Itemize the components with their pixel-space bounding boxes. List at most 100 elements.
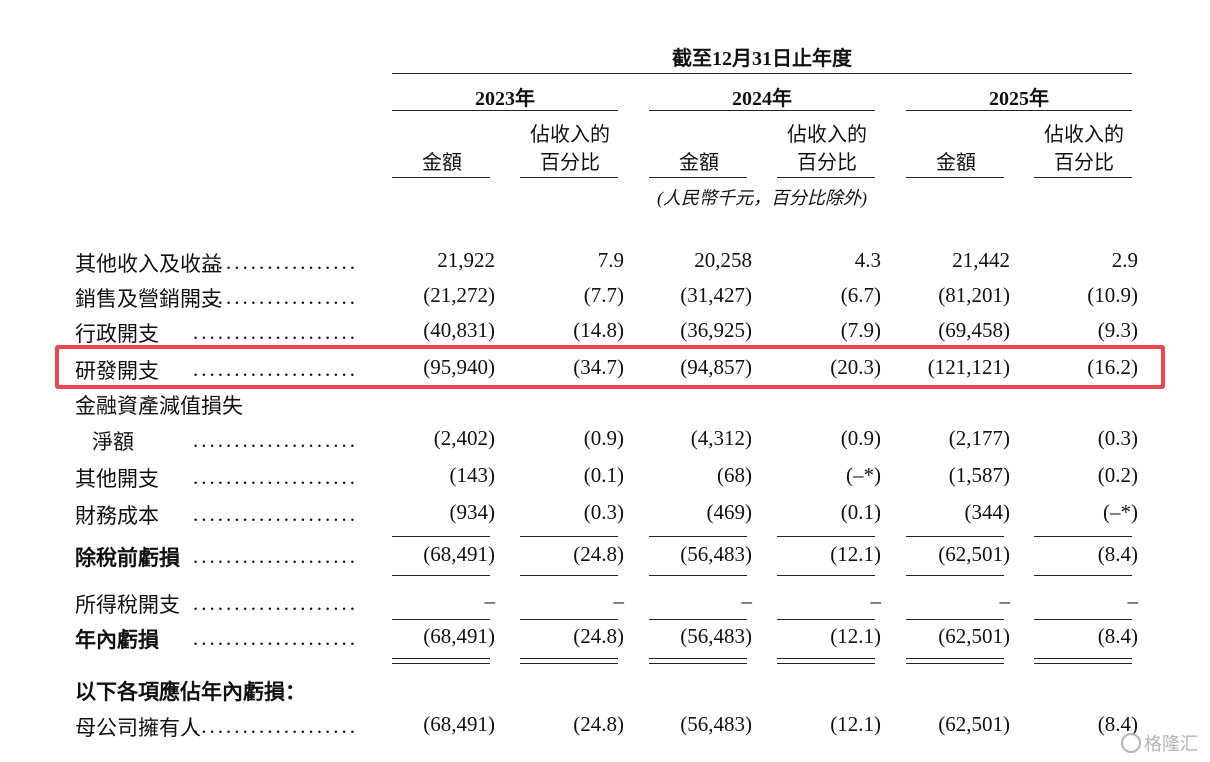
cell-loss-before-tax-2024-pct: (12.1) (830, 542, 881, 566)
cell-loss-before-tax-2025-amount: (62,501) (938, 542, 1010, 566)
watermark-logo-icon (1121, 733, 1141, 753)
cell-admin-expenses-2023-pct: (14.8) (573, 318, 624, 342)
cell-other-income-2024-amount: 20,258 (694, 248, 752, 272)
cell-finance-costs-2024-pct: (0.1) (840, 500, 881, 524)
cell-parent-owners-2023-pct: (24.8) (573, 712, 624, 736)
cell-finance-costs-2025-pct: (–*) (1103, 500, 1138, 524)
cell-rd-expenses-2025-amount: (121,121) (927, 355, 1010, 379)
cell-income-tax-2024-amount: – (741, 589, 753, 613)
cell-selling-expenses-2023-pct: (7.7) (583, 283, 624, 307)
tax-rule-3 (649, 619, 747, 620)
row-label-parent-owners: 母公司擁有人 (75, 716, 201, 740)
cell-admin-expenses-2023-amount: (40,831) (423, 318, 495, 342)
cell-impairment-loss-2024-amount: (4,312) (690, 426, 752, 450)
cell-income-tax-2025-amount: – (999, 589, 1011, 613)
total-double-rule-b4 (777, 663, 875, 664)
cell-finance-costs-2023-amount: (934) (449, 500, 496, 524)
row-label-selling-expenses: 銷售及營銷開支 (75, 287, 222, 311)
cell-finance-costs-2023-pct: (0.3) (583, 500, 624, 524)
year-2025: 2025年 (989, 88, 1049, 110)
row-label-admin-expenses: 行政開支 (75, 322, 159, 346)
total-double-rule-b2 (520, 663, 618, 664)
row-label-rd-expenses: 研發開支 (75, 359, 159, 383)
row-label-attributable-heading: 以下各項應佔年內虧損： (75, 680, 306, 704)
cell-finance-costs-2024-amount: (469) (706, 500, 753, 524)
pretax-rule-3 (649, 575, 747, 576)
leader-dots: .................... (193, 428, 358, 452)
cell-other-expenses-2023-pct: (0.1) (583, 463, 624, 487)
pct-header-2024-l1: 佔收入的 (787, 124, 867, 146)
cell-selling-expenses-2024-pct: (6.7) (840, 283, 881, 307)
cell-loss-for-year-2023-amount: (68,491) (423, 624, 495, 648)
subtotal-rule-5 (906, 536, 1004, 537)
cell-income-tax-2025-pct: – (1127, 589, 1139, 613)
cell-other-income-2025-pct: 2.9 (1111, 248, 1138, 272)
total-double-rule-a3 (649, 658, 747, 659)
amount-header-2023: 金額 (422, 152, 462, 174)
leader-dots: .................... (193, 714, 358, 738)
total-double-rule-b3 (649, 663, 747, 664)
subhdr-rule-6 (1034, 177, 1132, 178)
leader-dots: .................... (193, 626, 358, 650)
cell-selling-expenses-2025-amount: (81,201) (938, 283, 1010, 307)
tax-rule-4 (777, 619, 875, 620)
row-label-loss-before-tax: 除稅前虧損 (75, 546, 180, 570)
year-2024-rule (649, 110, 875, 111)
highlight-box (55, 345, 1165, 389)
pretax-rule-2 (520, 575, 618, 576)
year-2023-rule (392, 110, 618, 111)
cell-other-expenses-2024-pct: (–*) (846, 463, 881, 487)
subtotal-rule-1 (392, 536, 490, 537)
cell-loss-for-year-2025-pct: (8.4) (1097, 624, 1138, 648)
subhdr-rule-2 (520, 177, 618, 178)
leader-dots: .................... (193, 544, 358, 568)
cell-loss-for-year-2023-pct: (24.8) (573, 624, 624, 648)
cell-other-expenses-2024-amount: (68) (717, 463, 752, 487)
cell-parent-owners-2025-amount: (62,501) (938, 712, 1010, 736)
tax-rule-1 (392, 619, 490, 620)
pretax-rule-6 (1034, 575, 1132, 576)
pct-header-2024-l2: 百分比 (797, 152, 857, 174)
cell-other-income-2024-pct: 4.3 (854, 248, 881, 272)
tax-rule-5 (906, 619, 1004, 620)
cell-impairment-loss-2023-amount: (2,402) (433, 426, 495, 450)
pct-header-2025-l2: 百分比 (1054, 152, 1114, 174)
watermark: 格隆汇 (1121, 730, 1198, 756)
cell-income-tax-2024-pct: – (870, 589, 882, 613)
row-label-income-tax: 所得稅開支 (75, 593, 180, 617)
pct-header-2025-l1: 佔收入的 (1044, 124, 1124, 146)
leader-dots: .................... (193, 320, 358, 344)
subhdr-rule-4 (777, 177, 875, 178)
cell-selling-expenses-2024-amount: (31,427) (680, 283, 752, 307)
subtotal-rule-4 (777, 536, 875, 537)
total-double-rule-a1 (392, 658, 490, 659)
subhdr-rule-5 (906, 177, 1004, 178)
tax-rule-6 (1034, 619, 1132, 620)
pretax-rule-5 (906, 575, 1004, 576)
row-label-finance-costs: 財務成本 (75, 504, 159, 528)
leader-dots: .................... (193, 502, 358, 526)
cell-admin-expenses-2025-amount: (69,458) (938, 318, 1010, 342)
cell-loss-before-tax-2024-amount: (56,483) (680, 542, 752, 566)
cell-loss-for-year-2024-amount: (56,483) (680, 624, 752, 648)
cell-loss-before-tax-2023-pct: (24.8) (573, 542, 624, 566)
total-double-rule-a2 (520, 658, 618, 659)
total-double-rule-a6 (1034, 658, 1132, 659)
cell-rd-expenses-2023-pct: (34.7) (573, 355, 624, 379)
cell-impairment-loss-2023-pct: (0.9) (583, 426, 624, 450)
row-label-other-income: 其他收入及收益 (75, 252, 222, 276)
cell-selling-expenses-2025-pct: (10.9) (1087, 283, 1138, 307)
cell-parent-owners-2023-amount: (68,491) (423, 712, 495, 736)
total-double-rule-b1 (392, 663, 490, 664)
cell-loss-before-tax-2023-amount: (68,491) (423, 542, 495, 566)
cell-parent-owners-2025-pct: (8.4) (1097, 712, 1138, 736)
unit-note: (人民幣千元，百分比除外) (657, 188, 867, 208)
cell-loss-for-year-2024-pct: (12.1) (830, 624, 881, 648)
cell-loss-for-year-2025-amount: (62,501) (938, 624, 1010, 648)
cell-rd-expenses-2023-amount: (95,940) (423, 355, 495, 379)
cell-impairment-loss-2025-amount: (2,177) (948, 426, 1010, 450)
year-2024: 2024年 (732, 88, 792, 110)
amount-header-2024: 金額 (679, 152, 719, 174)
cell-other-expenses-2025-pct: (0.2) (1097, 463, 1138, 487)
pct-header-2023-l1: 佔收入的 (530, 124, 610, 146)
